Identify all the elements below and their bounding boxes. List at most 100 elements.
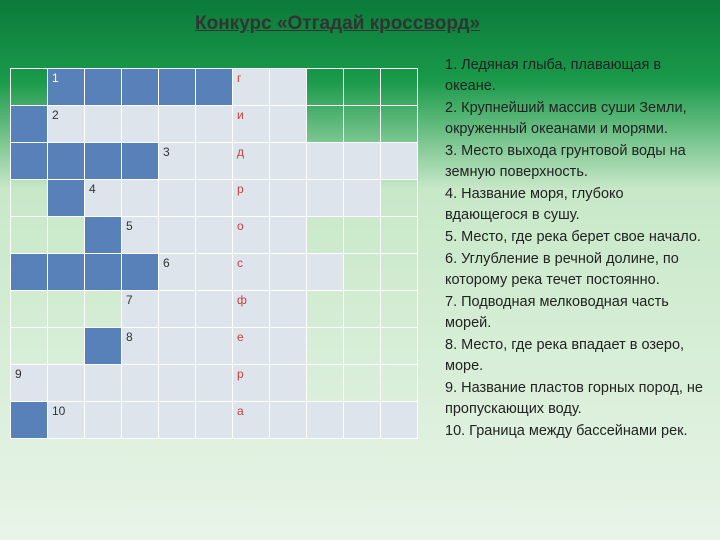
crossword-cell xyxy=(48,291,85,328)
crossword-cell xyxy=(307,180,344,217)
crossword-cell xyxy=(270,69,307,106)
crossword-cell xyxy=(85,328,122,365)
crossword-cell xyxy=(307,254,344,291)
crossword-cell xyxy=(381,365,418,402)
crossword-cell: 1 xyxy=(48,69,85,106)
crossword-cell xyxy=(270,106,307,143)
crossword-cell xyxy=(159,69,196,106)
crossword-cell xyxy=(122,180,159,217)
clue-item: 9. Название пластов горных пород, не про… xyxy=(445,378,710,420)
crossword-cell xyxy=(381,106,418,143)
crossword-cell xyxy=(270,254,307,291)
crossword-cell xyxy=(196,180,233,217)
crossword-cell: а xyxy=(233,402,270,439)
crossword-cell: о xyxy=(233,217,270,254)
crossword-cell: с xyxy=(233,254,270,291)
clue-item: 2. Крупнейший массив суши Земли, окружен… xyxy=(445,98,710,140)
crossword-cell: ф xyxy=(233,291,270,328)
crossword-cell xyxy=(270,143,307,180)
crossword-cell xyxy=(381,69,418,106)
crossword-cell xyxy=(11,106,48,143)
crossword-cell: 6 xyxy=(159,254,196,291)
clue-item: 10. Граница между бассейнами рек. xyxy=(445,421,710,442)
crossword-cell xyxy=(381,180,418,217)
clue-item: 7. Подводная мелководная часть морей. xyxy=(445,292,710,334)
crossword-cell xyxy=(344,217,381,254)
crossword-cell xyxy=(307,291,344,328)
clue-item: 3. Место выхода грунтовой воды на земную… xyxy=(445,141,710,183)
crossword-cell xyxy=(48,143,85,180)
crossword-cell xyxy=(159,106,196,143)
crossword-cell xyxy=(85,143,122,180)
crossword-cell xyxy=(48,180,85,217)
page-title: Конкурс «Отгадай кроссворд» xyxy=(195,12,480,37)
crossword-cell: д xyxy=(233,143,270,180)
crossword-cell xyxy=(381,143,418,180)
crossword-cell: 9 xyxy=(11,365,48,402)
crossword-cell xyxy=(85,291,122,328)
crossword-cell xyxy=(159,328,196,365)
clue-item: 5. Место, где река берет свое начало. xyxy=(445,227,710,248)
crossword-cell: и xyxy=(233,106,270,143)
crossword-cell xyxy=(85,106,122,143)
crossword-cell: 5 xyxy=(122,217,159,254)
crossword-cell xyxy=(48,365,85,402)
crossword-cell xyxy=(344,106,381,143)
crossword-cell xyxy=(159,217,196,254)
crossword-cell xyxy=(48,254,85,291)
crossword-cell xyxy=(122,365,159,402)
crossword-cell xyxy=(344,69,381,106)
crossword-cell xyxy=(270,402,307,439)
crossword-cell xyxy=(307,365,344,402)
crossword-cell xyxy=(307,69,344,106)
crossword-cell xyxy=(196,365,233,402)
crossword-cell xyxy=(196,143,233,180)
crossword-cell xyxy=(11,217,48,254)
crossword-cell xyxy=(122,143,159,180)
crossword-cell: р xyxy=(233,180,270,217)
crossword-cell xyxy=(381,291,418,328)
crossword-cell xyxy=(48,328,85,365)
crossword-cell xyxy=(344,180,381,217)
crossword-cell xyxy=(344,291,381,328)
crossword-cell xyxy=(122,254,159,291)
crossword-cell xyxy=(344,143,381,180)
crossword-cell xyxy=(381,254,418,291)
crossword-cell xyxy=(196,328,233,365)
crossword-cell: е xyxy=(233,328,270,365)
crossword-grid: 1 г 2 и3д 4 р 5 о6с 7 ф 8 е 9 р 10 а xyxy=(10,68,418,439)
crossword-cell: 7 xyxy=(122,291,159,328)
crossword-cell xyxy=(11,291,48,328)
crossword-cell xyxy=(159,291,196,328)
crossword-cell xyxy=(85,217,122,254)
crossword-cell xyxy=(307,402,344,439)
crossword-cell: р xyxy=(233,365,270,402)
crossword-cell: г xyxy=(233,69,270,106)
crossword-cell: 10 xyxy=(48,402,85,439)
crossword-cell: 3 xyxy=(159,143,196,180)
clue-item: 4. Название моря, глубоко вдающегося в с… xyxy=(445,184,710,226)
crossword-cell xyxy=(85,365,122,402)
crossword-cell xyxy=(196,217,233,254)
crossword-cell xyxy=(270,291,307,328)
crossword-cell xyxy=(11,254,48,291)
crossword-cell xyxy=(270,365,307,402)
crossword-cell xyxy=(159,365,196,402)
crossword-cell xyxy=(11,328,48,365)
crossword-cell xyxy=(159,402,196,439)
crossword-cell xyxy=(122,402,159,439)
crossword-cell: 2 xyxy=(48,106,85,143)
crossword-cell xyxy=(159,180,196,217)
crossword-cell xyxy=(270,328,307,365)
crossword-cell xyxy=(122,69,159,106)
clue-item: 1. Ледяная глыба, плавающая в океане. xyxy=(445,55,710,97)
crossword-cell xyxy=(270,180,307,217)
crossword-cell: 8 xyxy=(122,328,159,365)
crossword-cell xyxy=(196,402,233,439)
crossword-cell xyxy=(307,143,344,180)
crossword-cell: 4 xyxy=(85,180,122,217)
crossword-cell xyxy=(85,69,122,106)
crossword-cell xyxy=(270,217,307,254)
clue-item: 6. Углубление в речной долине, по которо… xyxy=(445,249,710,291)
crossword-cell xyxy=(381,217,418,254)
